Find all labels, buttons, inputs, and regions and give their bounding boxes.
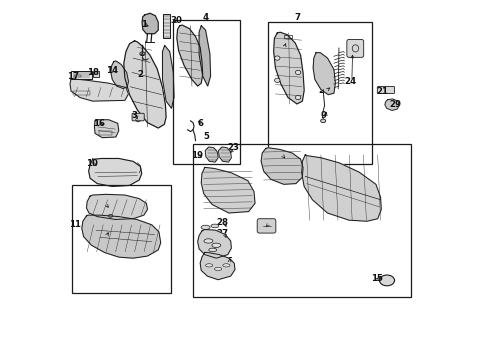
Text: 20: 20 — [275, 151, 287, 160]
Polygon shape — [197, 229, 231, 258]
Polygon shape — [82, 215, 161, 258]
Polygon shape — [177, 25, 203, 86]
Polygon shape — [274, 32, 304, 104]
Text: 2: 2 — [137, 70, 143, 79]
Text: 3: 3 — [131, 111, 138, 120]
Polygon shape — [163, 45, 174, 108]
Polygon shape — [199, 26, 211, 86]
Ellipse shape — [140, 52, 145, 55]
Ellipse shape — [108, 215, 113, 217]
Polygon shape — [200, 252, 235, 280]
Ellipse shape — [320, 119, 326, 123]
Polygon shape — [87, 194, 147, 220]
Text: 13: 13 — [98, 232, 110, 241]
Bar — [269, 22, 372, 164]
Ellipse shape — [295, 70, 301, 75]
Text: 28: 28 — [217, 218, 229, 227]
Polygon shape — [219, 147, 231, 162]
FancyBboxPatch shape — [347, 40, 364, 57]
Polygon shape — [313, 53, 335, 95]
Polygon shape — [95, 120, 119, 138]
Bar — [173, 21, 240, 164]
Text: 1: 1 — [141, 20, 147, 29]
Ellipse shape — [204, 239, 213, 243]
Polygon shape — [261, 148, 303, 184]
Text: 23: 23 — [227, 143, 240, 152]
Text: 19: 19 — [191, 151, 202, 160]
Text: 22: 22 — [261, 219, 273, 228]
Bar — [72, 71, 92, 79]
Text: 16: 16 — [93, 119, 105, 128]
Ellipse shape — [201, 225, 210, 229]
Text: 6: 6 — [197, 119, 203, 128]
Text: 10: 10 — [86, 159, 98, 168]
Bar — [74, 75, 81, 77]
Polygon shape — [70, 79, 128, 101]
Text: 29: 29 — [390, 100, 402, 109]
Bar — [93, 71, 99, 77]
Bar — [73, 91, 90, 95]
Ellipse shape — [274, 56, 280, 60]
Text: 17: 17 — [68, 72, 80, 81]
Polygon shape — [385, 99, 399, 111]
Polygon shape — [89, 158, 142, 186]
Text: 26: 26 — [318, 86, 331, 95]
Polygon shape — [142, 13, 158, 34]
Text: 24: 24 — [344, 77, 356, 86]
Polygon shape — [302, 155, 381, 221]
Ellipse shape — [295, 95, 301, 100]
Bar — [284, 36, 292, 39]
Ellipse shape — [274, 78, 280, 82]
Text: 25: 25 — [222, 257, 234, 266]
Polygon shape — [124, 41, 166, 128]
Ellipse shape — [223, 264, 230, 267]
FancyBboxPatch shape — [257, 219, 276, 233]
Ellipse shape — [209, 248, 217, 252]
Text: 21: 21 — [376, 86, 388, 95]
Bar — [98, 131, 112, 135]
Bar — [72, 185, 171, 293]
Polygon shape — [111, 61, 128, 89]
Text: 14: 14 — [105, 66, 118, 75]
Ellipse shape — [379, 275, 394, 286]
Text: 4: 4 — [202, 13, 209, 22]
Bar — [163, 14, 171, 38]
Text: 7: 7 — [294, 13, 300, 22]
Text: 5: 5 — [204, 132, 210, 141]
Text: 11: 11 — [69, 220, 81, 229]
Text: 18: 18 — [87, 68, 99, 77]
Ellipse shape — [215, 267, 221, 271]
Text: 15: 15 — [371, 274, 383, 283]
Bar — [193, 144, 411, 297]
Text: 30: 30 — [171, 16, 183, 25]
Polygon shape — [201, 167, 255, 213]
Ellipse shape — [205, 264, 213, 267]
Text: 12: 12 — [98, 200, 110, 209]
Polygon shape — [205, 147, 218, 162]
Bar — [375, 278, 379, 280]
FancyBboxPatch shape — [132, 113, 144, 121]
Text: 27: 27 — [217, 229, 229, 238]
Text: 9: 9 — [321, 111, 327, 120]
Ellipse shape — [212, 243, 221, 247]
Ellipse shape — [211, 224, 219, 228]
FancyBboxPatch shape — [377, 86, 394, 94]
Text: 8: 8 — [279, 44, 285, 53]
